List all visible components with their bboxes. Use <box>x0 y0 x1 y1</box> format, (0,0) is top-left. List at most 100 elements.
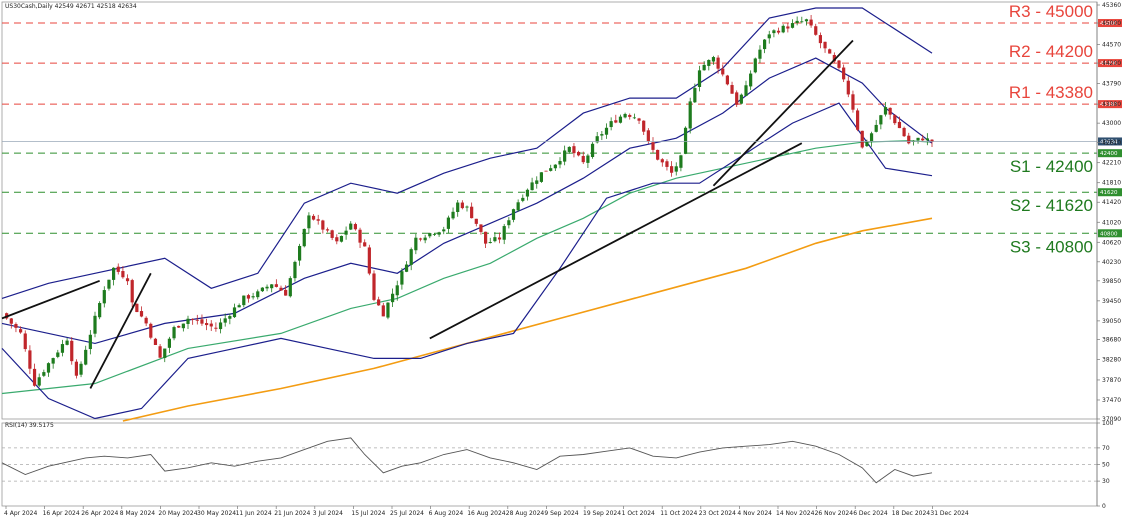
candle-body <box>860 130 864 148</box>
candle-body <box>177 325 181 328</box>
date-tick-label: 19 Sep 2024 <box>583 510 621 517</box>
level-tag-bg-r1 <box>1098 100 1122 109</box>
candle-body <box>353 224 357 230</box>
candle-body <box>302 228 306 247</box>
candle-body <box>907 135 911 144</box>
candle-body <box>316 219 320 221</box>
candle-body <box>423 237 427 241</box>
candle-body <box>865 142 869 147</box>
candle-body <box>260 287 264 292</box>
price-tick-label: 38280 <box>1102 356 1121 363</box>
moving-average-fast <box>1 140 933 395</box>
rsi-tick-label: 0 <box>1102 503 1106 510</box>
candle-body <box>525 189 530 197</box>
candle-body <box>493 237 497 242</box>
candle-body <box>456 202 460 213</box>
candle-body <box>753 58 757 73</box>
date-tick-label: 23 Oct 2024 <box>699 510 736 517</box>
trendline-2 <box>89 272 152 389</box>
date-tick-label: 16 Apr 2024 <box>43 510 80 517</box>
price-tick-label: 42210 <box>1102 160 1121 167</box>
candle-body <box>428 233 432 237</box>
candle-body <box>130 280 134 303</box>
candle-body <box>432 234 437 235</box>
candle-body <box>270 284 274 289</box>
candle-body <box>828 49 832 54</box>
date-tick-label: 20 May 2024 <box>158 510 197 517</box>
candle-body <box>814 26 818 35</box>
candle-body <box>586 155 590 163</box>
candle-body <box>37 377 41 386</box>
candle-body <box>70 340 74 362</box>
level-tag-r2: 44200 <box>1100 61 1118 67</box>
candle-body <box>786 26 790 29</box>
candle-body <box>391 293 395 303</box>
bollinger-upper <box>1 7 933 299</box>
candle-body <box>577 151 581 156</box>
candle-body <box>488 242 492 244</box>
candle-body <box>539 172 543 182</box>
candle-body <box>572 146 576 154</box>
candle-body <box>721 68 725 75</box>
candle-body <box>902 127 906 137</box>
candle-body <box>60 344 65 353</box>
candle-body <box>707 60 711 66</box>
price-tick-label: 38680 <box>1102 336 1121 343</box>
price-tick-label: 40230 <box>1102 259 1121 266</box>
candle-body <box>484 231 488 244</box>
candle-body <box>925 138 929 141</box>
candle-body <box>377 299 381 306</box>
candle-body <box>84 349 88 365</box>
rsi-tick-label: 100 <box>1102 420 1114 427</box>
candlesticks <box>5 15 934 388</box>
candle-body <box>460 202 464 209</box>
candle-body <box>256 291 260 298</box>
date-tick-label: 3 Jul 2024 <box>313 510 343 517</box>
rsi-tick-label: 70 <box>1102 445 1110 452</box>
candle-body <box>470 206 474 219</box>
candle-body <box>897 121 902 129</box>
candle-body <box>590 143 595 158</box>
candle-body <box>56 352 60 357</box>
candle-body <box>465 206 469 208</box>
candle-body <box>651 142 655 150</box>
candle-body <box>381 305 385 317</box>
symbol-info: US30Cash,Daily 42549 42671 42518 42634 <box>5 3 137 10</box>
trendline-1 <box>1 279 100 320</box>
candle-body <box>163 348 167 358</box>
level-label-r1: R1 - 43380 <box>1009 83 1093 102</box>
candle-body <box>921 138 925 141</box>
candle-body <box>288 278 292 297</box>
price-tick-label: 44200 <box>1102 60 1121 67</box>
candle-body <box>414 237 418 251</box>
candle-body <box>749 73 753 87</box>
candle-body <box>772 30 776 34</box>
level-tag-s1: 42400 <box>1100 151 1118 157</box>
last-price-tag-bg <box>1098 137 1122 146</box>
candle-body <box>418 238 423 240</box>
candle-body <box>874 124 878 132</box>
level-tag-bg-s2 <box>1098 188 1122 197</box>
candle-body <box>107 279 111 289</box>
candle-body <box>837 60 841 68</box>
date-tick-label: 9 Sep 2024 <box>544 510 578 517</box>
date-tick-label: 26 Nov 2024 <box>815 510 854 517</box>
candle-body <box>879 115 883 125</box>
date-tick-label: 28 Aug 2024 <box>506 510 545 517</box>
rsi-tick-label: 30 <box>1102 478 1110 485</box>
candle-body <box>549 168 553 171</box>
date-tick-label: 15 Jul 2024 <box>351 510 385 517</box>
candle-body <box>711 57 716 62</box>
candle-body <box>800 21 804 23</box>
candle-body <box>228 316 232 319</box>
price-tick-label: 39450 <box>1102 298 1121 305</box>
candle-body <box>618 116 623 123</box>
candle-body <box>23 333 27 350</box>
candle-body <box>632 117 636 119</box>
price-tick-label: 42610 <box>1102 140 1121 147</box>
candle-body <box>321 220 325 230</box>
candle-body <box>781 25 785 33</box>
candle-body <box>558 161 562 165</box>
level-tag-r3: 45000 <box>1100 21 1118 27</box>
candle-body <box>195 319 199 321</box>
